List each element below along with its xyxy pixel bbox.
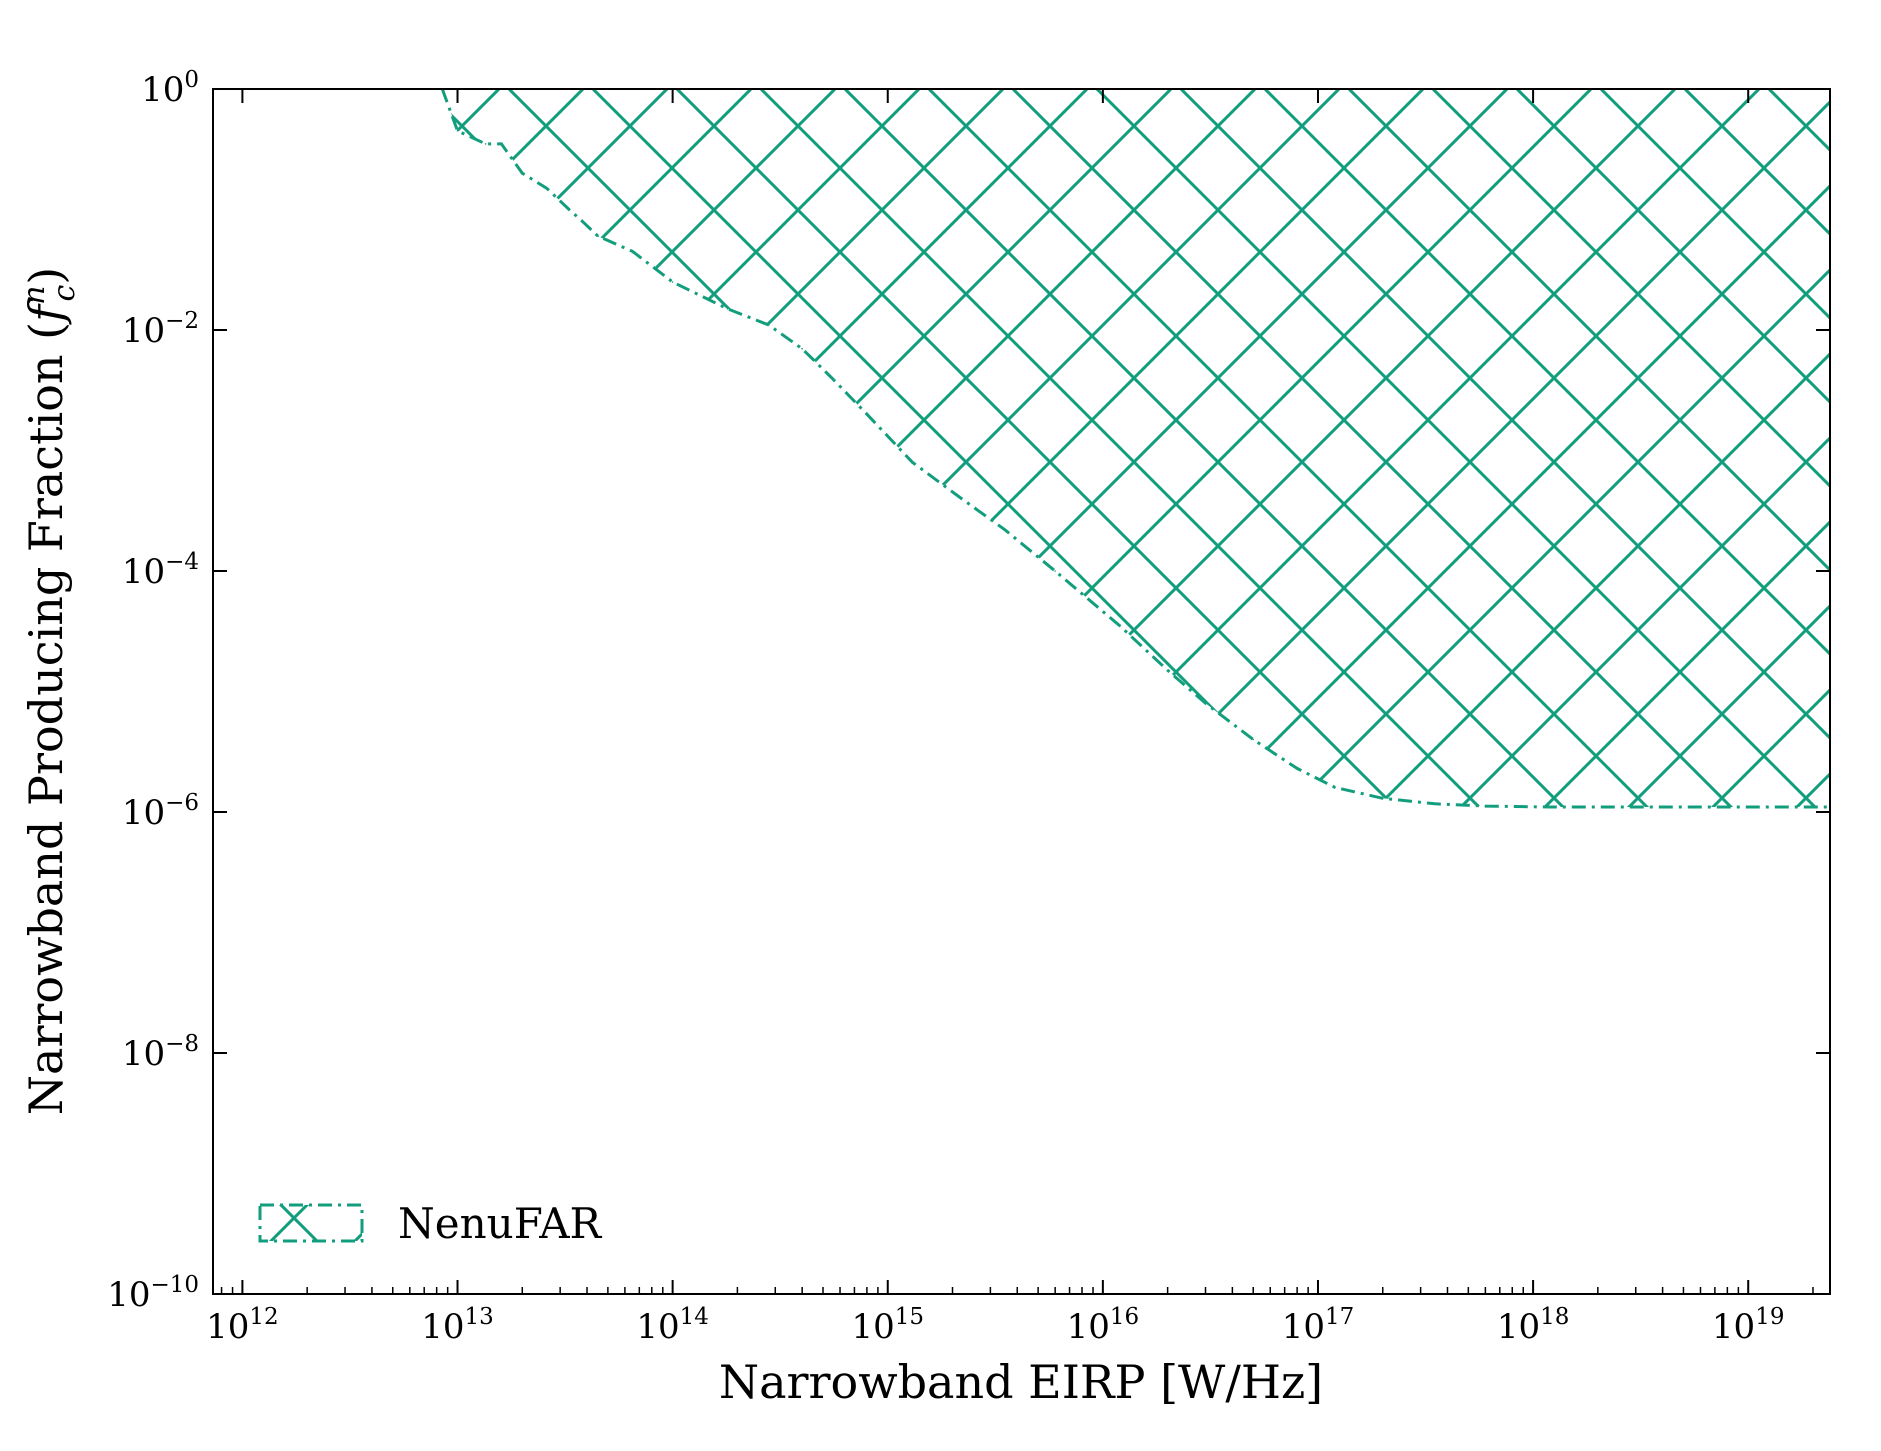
series-point-0-8 — [597, 235, 599, 237]
x-tick-label-5: 1017 — [1282, 1304, 1355, 1347]
ticks-layer: 1012 1013 1014 1015 1016 1017 1018 1019 100 10−2 1… — [107, 67, 1830, 1347]
series-point-0-3 — [500, 143, 503, 145]
series-area-0 — [442, 89, 1830, 807]
y-tick-label-2: 10−4 — [122, 549, 199, 592]
legend-label-nenufar: NenuFAR — [398, 1199, 603, 1248]
series-point-0-15 — [866, 413, 868, 416]
series-point-0-29 — [1549, 806, 1551, 808]
x-axis-label: Narrowband EIRP [W/Hz] — [719, 1355, 1323, 1409]
x-tick-label-4: 1016 — [1067, 1304, 1140, 1347]
series-point-0-24 — [1296, 767, 1298, 770]
series-point-0-31 — [1726, 806, 1729, 808]
series-point-0-10 — [671, 281, 674, 283]
series-point-0-17 — [960, 497, 963, 500]
y-tick-label-4: 10−8 — [122, 1031, 199, 1074]
series-point-0-12 — [768, 324, 770, 326]
series-point-0-4 — [521, 172, 524, 174]
series-point-0-5 — [546, 187, 548, 190]
legend-swatch — [258, 1203, 364, 1243]
series-point-0-26 — [1381, 797, 1384, 800]
y-axis-label: Narrowband Producing Fraction (fnc) — [17, 267, 82, 1115]
series-point-0-19 — [1054, 570, 1056, 572]
series-point-0-28 — [1484, 805, 1487, 807]
series-point-0-25 — [1334, 786, 1336, 789]
y-axis-label-text: Narrowband Producing Fraction ( — [19, 322, 73, 1115]
y-axis-label-close: ) — [19, 267, 73, 285]
x-tick-label-1: 1013 — [421, 1304, 494, 1347]
series-point-0-27 — [1434, 803, 1436, 805]
series-layer — [440, 89, 1830, 809]
series-point-0-7 — [581, 220, 583, 222]
series-point-0-18 — [1004, 528, 1006, 531]
x-tick-label-0: 1012 — [206, 1304, 279, 1347]
legend: NenuFAR — [258, 1199, 603, 1248]
series-point-0-14 — [831, 377, 833, 379]
y-axis-label-superscript: n — [17, 286, 52, 305]
series-point-0-13 — [801, 347, 803, 350]
y-tick-label-5: 10−10 — [107, 1272, 199, 1315]
series-point-0-16 — [911, 461, 914, 464]
y-axis-label-subscript: c — [47, 285, 82, 302]
y-tick-label-0: 100 — [141, 67, 199, 110]
x-tick-label-7: 1019 — [1712, 1304, 1785, 1347]
series-point-0-9 — [631, 250, 634, 253]
x-tick-label-2: 1014 — [636, 1304, 709, 1347]
series-point-0-20 — [1119, 625, 1121, 627]
y-tick-label-3: 10−6 — [122, 790, 199, 833]
series-point-0-1 — [456, 130, 459, 132]
y-tick-label-1: 10−2 — [122, 308, 199, 351]
series-point-0-2 — [484, 143, 487, 145]
x-tick-label-6: 1018 — [1497, 1304, 1570, 1347]
x-tick-label-3: 1015 — [851, 1304, 924, 1347]
series-point-0-22 — [1204, 702, 1207, 704]
series-point-0-6 — [568, 208, 570, 211]
series-point-0-11 — [726, 308, 729, 310]
plot-frame — [212, 88, 1831, 1295]
series-point-0-23 — [1252, 738, 1254, 741]
series-point-0-30 — [1634, 806, 1637, 808]
series-point-0-21 — [1166, 669, 1169, 672]
